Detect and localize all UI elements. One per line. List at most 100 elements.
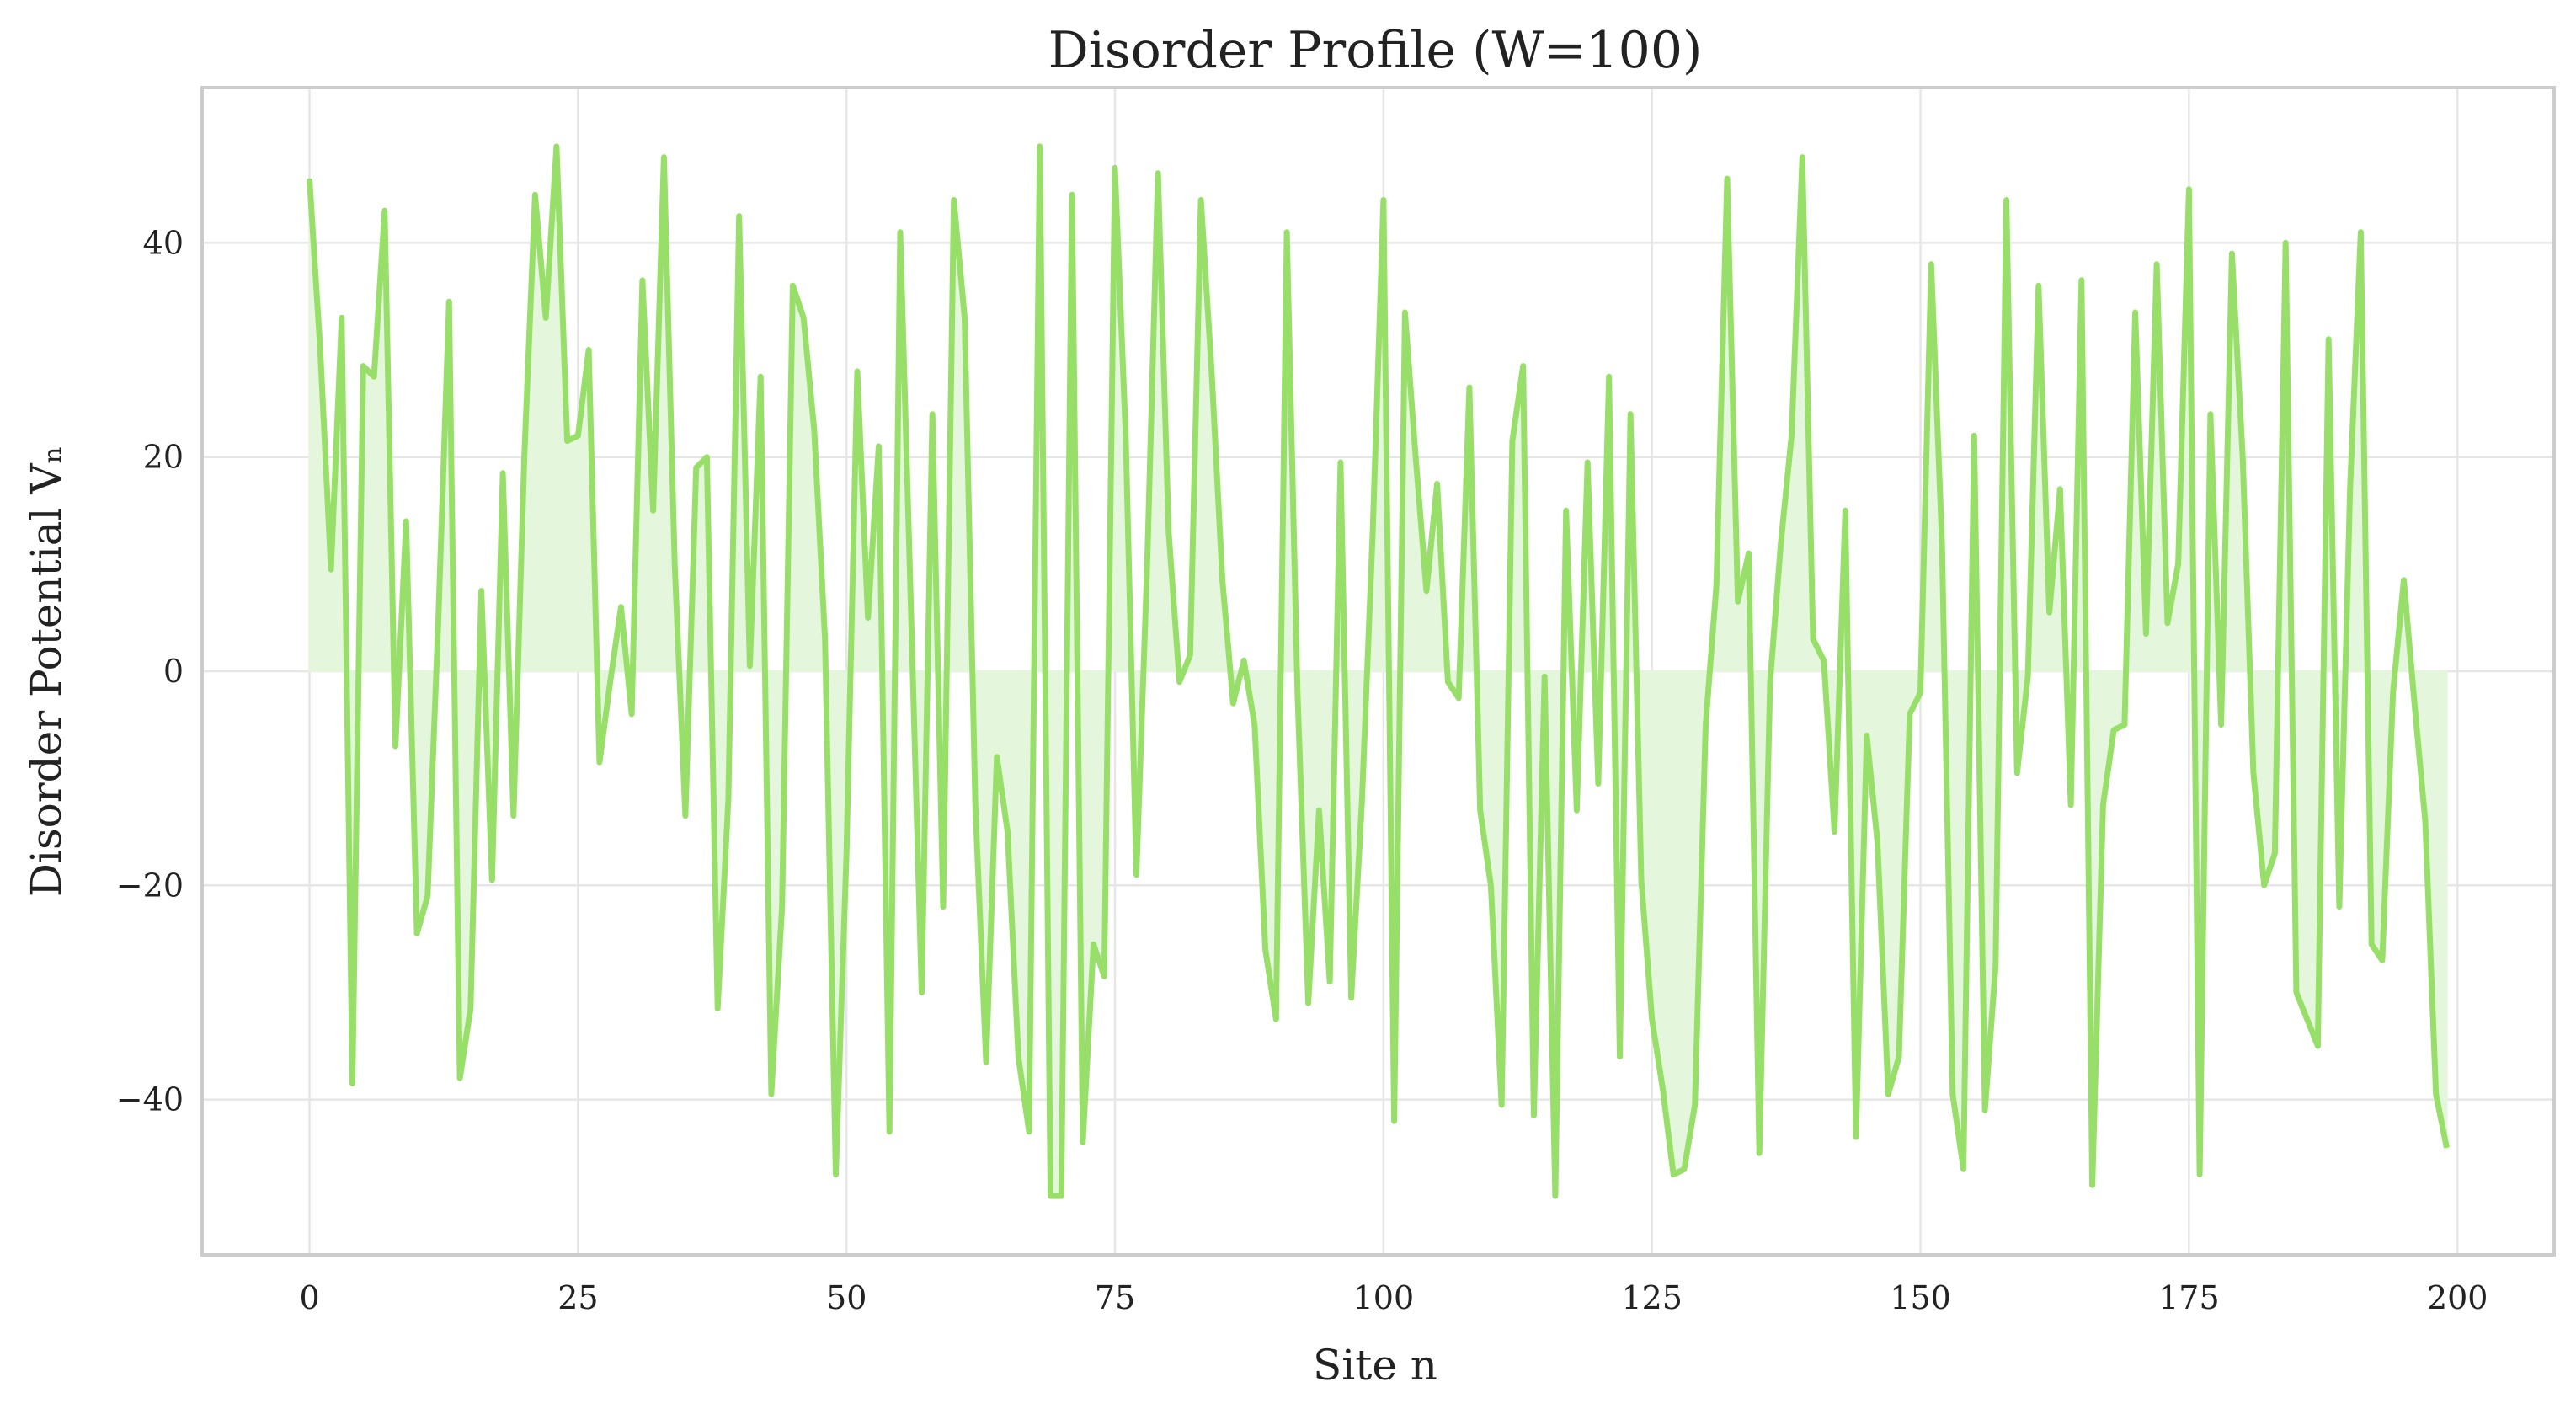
data-point bbox=[2210, 414, 2211, 415]
data-point bbox=[1200, 199, 1202, 201]
data-point bbox=[1661, 1088, 1664, 1090]
data-point bbox=[813, 430, 815, 431]
data-point bbox=[717, 1007, 718, 1010]
data-point bbox=[1135, 873, 1138, 876]
data-point bbox=[1587, 462, 1588, 463]
data-point bbox=[1736, 600, 1739, 603]
data-point bbox=[663, 156, 665, 158]
data-point bbox=[2188, 189, 2190, 190]
data-point bbox=[394, 745, 397, 747]
data-point bbox=[1232, 702, 1235, 704]
data-point bbox=[2371, 943, 2372, 945]
data-point bbox=[1565, 510, 1567, 512]
data-point bbox=[996, 755, 998, 758]
data-point bbox=[319, 349, 322, 351]
data-point bbox=[1973, 435, 1976, 437]
data-point bbox=[2339, 905, 2340, 908]
data-point bbox=[2274, 852, 2276, 854]
data-point bbox=[2231, 253, 2233, 254]
data-point bbox=[1726, 178, 1728, 179]
y-tick-label: 0 bbox=[163, 653, 184, 690]
data-point bbox=[362, 365, 365, 367]
data-point bbox=[459, 1077, 461, 1079]
data-point bbox=[2091, 1184, 2093, 1187]
x-tick-label: 75 bbox=[1095, 1279, 1135, 1316]
data-point bbox=[1693, 1104, 1696, 1106]
data-point bbox=[952, 199, 955, 201]
data-point bbox=[1393, 1120, 1395, 1122]
data-point bbox=[1426, 590, 1427, 592]
y-tick-label: −20 bbox=[116, 867, 184, 904]
x-axis-ticks: 0 25 50 75 100 125 150 175 200 bbox=[299, 1279, 2488, 1316]
data-point bbox=[2134, 312, 2136, 313]
data-point bbox=[480, 590, 483, 592]
data-point bbox=[1715, 584, 1717, 587]
y-tick-label: −40 bbox=[116, 1081, 184, 1118]
data-point bbox=[2424, 820, 2426, 822]
data-point bbox=[2349, 488, 2351, 490]
data-point bbox=[2317, 1045, 2319, 1047]
y-tick-label: 20 bbox=[143, 439, 184, 476]
data-point bbox=[1082, 1141, 1084, 1144]
chart-title: Disorder Profile (W=100) bbox=[1048, 21, 1703, 80]
data-point bbox=[685, 814, 686, 817]
data-point bbox=[2381, 959, 2383, 962]
data-point bbox=[2177, 563, 2179, 565]
data-point bbox=[2156, 264, 2157, 265]
data-point bbox=[330, 568, 332, 570]
data-point bbox=[534, 194, 536, 195]
data-point bbox=[2435, 1093, 2437, 1096]
data-point bbox=[877, 446, 880, 447]
data-point bbox=[1501, 1104, 1502, 1106]
data-point bbox=[1415, 456, 1416, 458]
data-point bbox=[1039, 146, 1041, 147]
data-point bbox=[1350, 997, 1352, 999]
series-points bbox=[308, 146, 2448, 1197]
data-point bbox=[1919, 691, 1922, 694]
data-point bbox=[1619, 1056, 1621, 1058]
data-point bbox=[792, 285, 794, 287]
data-point bbox=[2242, 456, 2243, 458]
data-point bbox=[1576, 809, 1578, 812]
data-point bbox=[867, 616, 869, 619]
data-point bbox=[1049, 1195, 1052, 1197]
data-point bbox=[1275, 1018, 1277, 1021]
data-point bbox=[2296, 991, 2297, 994]
data-point bbox=[803, 317, 804, 319]
data-point bbox=[384, 210, 386, 211]
plot-frame bbox=[200, 86, 2556, 1257]
data-point bbox=[931, 414, 933, 415]
data-point bbox=[351, 1082, 354, 1085]
data-point bbox=[2199, 1173, 2200, 1176]
data-point bbox=[1651, 1018, 1653, 1021]
series-line bbox=[307, 143, 2450, 1199]
data-point bbox=[1028, 1131, 1030, 1133]
data-point bbox=[845, 852, 847, 854]
data-point bbox=[1522, 365, 1524, 367]
y-axis-ticks: −40 −20 0 20 40 bbox=[116, 224, 184, 1118]
y-tick-label: 40 bbox=[143, 224, 184, 261]
data-point bbox=[2027, 675, 2029, 678]
data-point bbox=[1941, 542, 1943, 544]
data-point bbox=[2392, 691, 2394, 694]
data-point bbox=[888, 1131, 890, 1133]
data-point bbox=[1436, 483, 1438, 485]
data-point bbox=[1866, 734, 1868, 737]
data-point bbox=[373, 376, 375, 378]
data-point bbox=[1071, 194, 1073, 195]
y-axis-label: Disorder Potential Vₙ bbox=[22, 446, 71, 897]
data-point bbox=[502, 472, 504, 474]
data-point bbox=[899, 231, 901, 233]
data-point bbox=[1114, 167, 1116, 169]
data-point bbox=[1640, 879, 1642, 881]
data-point bbox=[308, 178, 311, 179]
data-point bbox=[1555, 1195, 1556, 1197]
data-point bbox=[1254, 723, 1256, 726]
data-point bbox=[1361, 798, 1363, 801]
data-point bbox=[470, 1007, 472, 1010]
data-point bbox=[1629, 414, 1631, 415]
x-tick-label: 200 bbox=[2427, 1279, 2488, 1316]
data-point bbox=[1221, 579, 1224, 581]
data-point bbox=[1340, 462, 1341, 463]
data-point bbox=[974, 804, 976, 806]
